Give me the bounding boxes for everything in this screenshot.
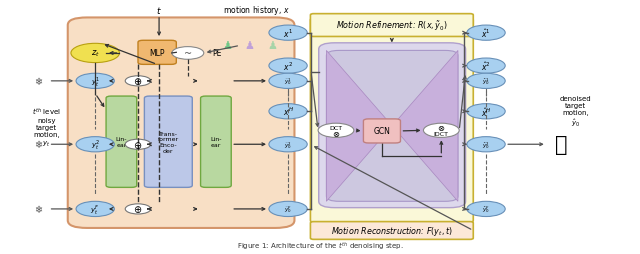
Text: ❄: ❄ <box>34 76 42 87</box>
Text: $\oplus$: $\oplus$ <box>133 139 143 150</box>
Text: $y_t^1$: $y_t^1$ <box>91 75 100 88</box>
Text: $\hat{x}^H$: $\hat{x}^H$ <box>481 106 492 118</box>
Text: Motion Reconstruction: $F(y_t, t)$: Motion Reconstruction: $F(y_t, t)$ <box>331 224 452 237</box>
Circle shape <box>269 74 307 89</box>
FancyBboxPatch shape <box>310 222 473 240</box>
Polygon shape <box>326 51 392 201</box>
Circle shape <box>467 26 505 41</box>
Text: Motion Refinement: $R(x, \tilde{y}_0)$: Motion Refinement: $R(x, \tilde{y}_0)$ <box>336 19 448 33</box>
FancyBboxPatch shape <box>319 44 466 208</box>
Text: $\oplus$: $\oplus$ <box>133 76 143 87</box>
Text: $x^H$: $x^H$ <box>283 106 294 118</box>
Text: $\otimes$: $\otimes$ <box>332 129 340 138</box>
Text: motion history, $x$: motion history, $x$ <box>223 4 289 17</box>
Text: $t^{th}$ level
noisy
target
motion,
$y_t$: $t^{th}$ level noisy target motion, $y_t… <box>32 106 61 148</box>
Text: DCT: DCT <box>330 126 342 131</box>
Circle shape <box>269 201 307 217</box>
Text: $\hat{y}_0^2$: $\hat{y}_0^2$ <box>482 139 490 150</box>
Circle shape <box>269 26 307 41</box>
Text: $\hat{y}_0^F$: $\hat{y}_0^F$ <box>482 204 490 214</box>
FancyBboxPatch shape <box>310 18 473 223</box>
Circle shape <box>467 74 505 89</box>
Text: Lin-
ear: Lin- ear <box>210 137 221 148</box>
Text: $x^2$: $x^2$ <box>283 60 293 73</box>
Text: ♟: ♟ <box>223 41 232 51</box>
FancyBboxPatch shape <box>310 14 473 37</box>
Text: $\hat{x}^2$: $\hat{x}^2$ <box>481 60 491 73</box>
Circle shape <box>467 59 505 74</box>
FancyBboxPatch shape <box>138 41 176 65</box>
FancyBboxPatch shape <box>145 97 192 188</box>
Circle shape <box>269 137 307 152</box>
Circle shape <box>467 201 505 217</box>
Polygon shape <box>392 51 458 201</box>
Circle shape <box>467 137 505 152</box>
Circle shape <box>71 44 120 63</box>
Circle shape <box>76 201 115 217</box>
Circle shape <box>76 137 115 152</box>
Circle shape <box>76 74 115 89</box>
Text: MLP: MLP <box>149 49 165 58</box>
FancyBboxPatch shape <box>68 18 294 228</box>
Circle shape <box>318 124 354 138</box>
Text: $y_t^F$: $y_t^F$ <box>90 202 100 216</box>
Text: ❄: ❄ <box>34 140 42 150</box>
Circle shape <box>467 104 505 119</box>
FancyBboxPatch shape <box>200 97 231 188</box>
Text: $\tilde{y}_0^F$: $\tilde{y}_0^F$ <box>284 204 292 214</box>
Text: $z_t$: $z_t$ <box>91 49 100 59</box>
Circle shape <box>172 47 204 60</box>
Circle shape <box>269 59 307 74</box>
Text: IDCT: IDCT <box>434 132 449 137</box>
FancyBboxPatch shape <box>106 97 137 188</box>
Circle shape <box>125 140 151 150</box>
Text: $\hat{x}^1$: $\hat{x}^1$ <box>481 27 491 40</box>
Text: Figure 1: Architecture of the $t^{th}$ denoising step.: Figure 1: Architecture of the $t^{th}$ d… <box>237 239 403 251</box>
Text: denoised
target
motion,
$\hat{y}_0$: denoised target motion, $\hat{y}_0$ <box>559 95 591 129</box>
Text: ♟: ♟ <box>267 41 277 51</box>
Text: $\otimes$: $\otimes$ <box>437 124 445 133</box>
Text: ❄: ❄ <box>34 204 42 214</box>
Text: ~: ~ <box>184 49 192 59</box>
Text: 🏃: 🏃 <box>555 135 568 155</box>
Text: GCN: GCN <box>374 127 390 136</box>
Text: Trans-
former
Enco-
der: Trans- former Enco- der <box>158 131 179 153</box>
Text: $\oplus$: $\oplus$ <box>133 204 143 215</box>
FancyBboxPatch shape <box>364 119 401 144</box>
Circle shape <box>125 76 151 87</box>
Text: $t$: $t$ <box>156 5 162 16</box>
Text: $\tilde{y}_0^2$: $\tilde{y}_0^2$ <box>284 139 292 150</box>
Text: PE: PE <box>212 49 221 58</box>
Circle shape <box>424 124 460 138</box>
Text: ♟: ♟ <box>244 41 255 51</box>
Text: $x^1$: $x^1$ <box>283 27 293 40</box>
Circle shape <box>125 204 151 214</box>
Text: $y_t^2$: $y_t^2$ <box>91 138 100 151</box>
FancyBboxPatch shape <box>326 51 458 201</box>
Text: $\hat{y}_0^1$: $\hat{y}_0^1$ <box>482 76 490 87</box>
Text: $\tilde{y}_0^1$: $\tilde{y}_0^1$ <box>284 76 292 87</box>
Circle shape <box>269 104 307 119</box>
Text: Lin-
ear: Lin- ear <box>116 137 127 148</box>
